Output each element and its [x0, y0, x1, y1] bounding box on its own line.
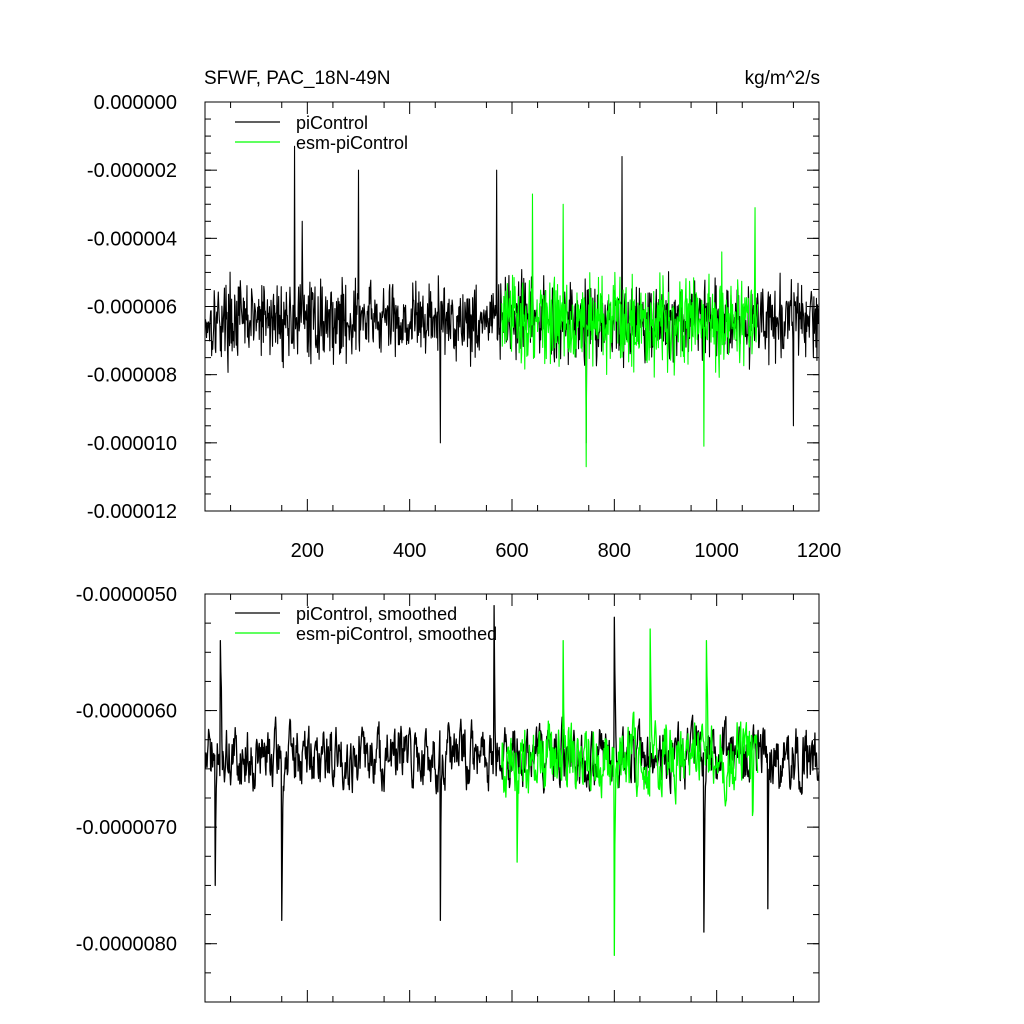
bottom-plot-ticks: [205, 593, 820, 1003]
chart-title-left: SFWF, PAC_18N-49N: [204, 68, 391, 89]
x-tick-label: 800: [598, 540, 631, 562]
top-plot-series: [204, 145, 820, 468]
legend-label-picontrol: piControl: [296, 113, 368, 133]
y-tick-label: -0.000008: [87, 365, 177, 387]
y-tick-label: -0.0000070: [76, 817, 177, 839]
x-tick-label: 600: [495, 540, 528, 562]
chart-units-right: kg/m^2/s: [745, 68, 820, 89]
y-tick-label: 0.000000: [94, 92, 177, 114]
bottom-plot-series: [204, 605, 820, 957]
y-tick-label: -0.000002: [87, 160, 177, 182]
top-plot-ticks: [205, 101, 820, 512]
y-tick-label: -0.0000050: [76, 584, 177, 606]
bottom-legend: piControl, smoothed esm-piControl, smoot…: [235, 604, 497, 644]
legend-label-esm-picontrol-smoothed: esm-piControl, smoothed: [296, 624, 497, 644]
x-tick-label: 400: [393, 540, 426, 562]
x-tick-label: 200: [291, 540, 324, 562]
y-tick-label: -0.0000060: [76, 701, 177, 723]
x-tick-label: 1200: [797, 540, 842, 562]
series-line-esm-picontrol-smoothed: [501, 628, 759, 957]
bottom-plot: -0.0000050 -0.0000060 -0.0000070 -0.0000080…: [76, 584, 820, 1003]
bottom-plot-y-tick-labels: -0.0000050 -0.0000060 -0.0000070 -0.0000080: [76, 584, 177, 956]
legend-label-esm-picontrol: esm-piControl: [296, 133, 408, 153]
y-tick-label: -0.000010: [87, 433, 177, 455]
y-tick-label: -0.000004: [87, 228, 177, 250]
top-plot-y-tick-labels: 0.000000 -0.000002 -0.000004 -0.000006 -0.00…: [87, 92, 177, 523]
top-plot-x-tick-labels: 200 400 600 800 1000 1200: [291, 540, 842, 562]
x-tick-label: 1000: [694, 540, 739, 562]
y-tick-label: -0.000006: [87, 297, 177, 319]
top-legend: piControl esm-piControl: [235, 113, 408, 153]
y-tick-label: -0.000012: [87, 501, 177, 523]
top-plot: 0.000000 -0.000002 -0.000004 -0.000006 -0.00…: [87, 92, 841, 562]
legend-label-picontrol-smoothed: piControl, smoothed: [296, 604, 457, 624]
series-line-esm-picontrol: [501, 193, 759, 468]
y-tick-label: -0.0000080: [76, 934, 177, 956]
